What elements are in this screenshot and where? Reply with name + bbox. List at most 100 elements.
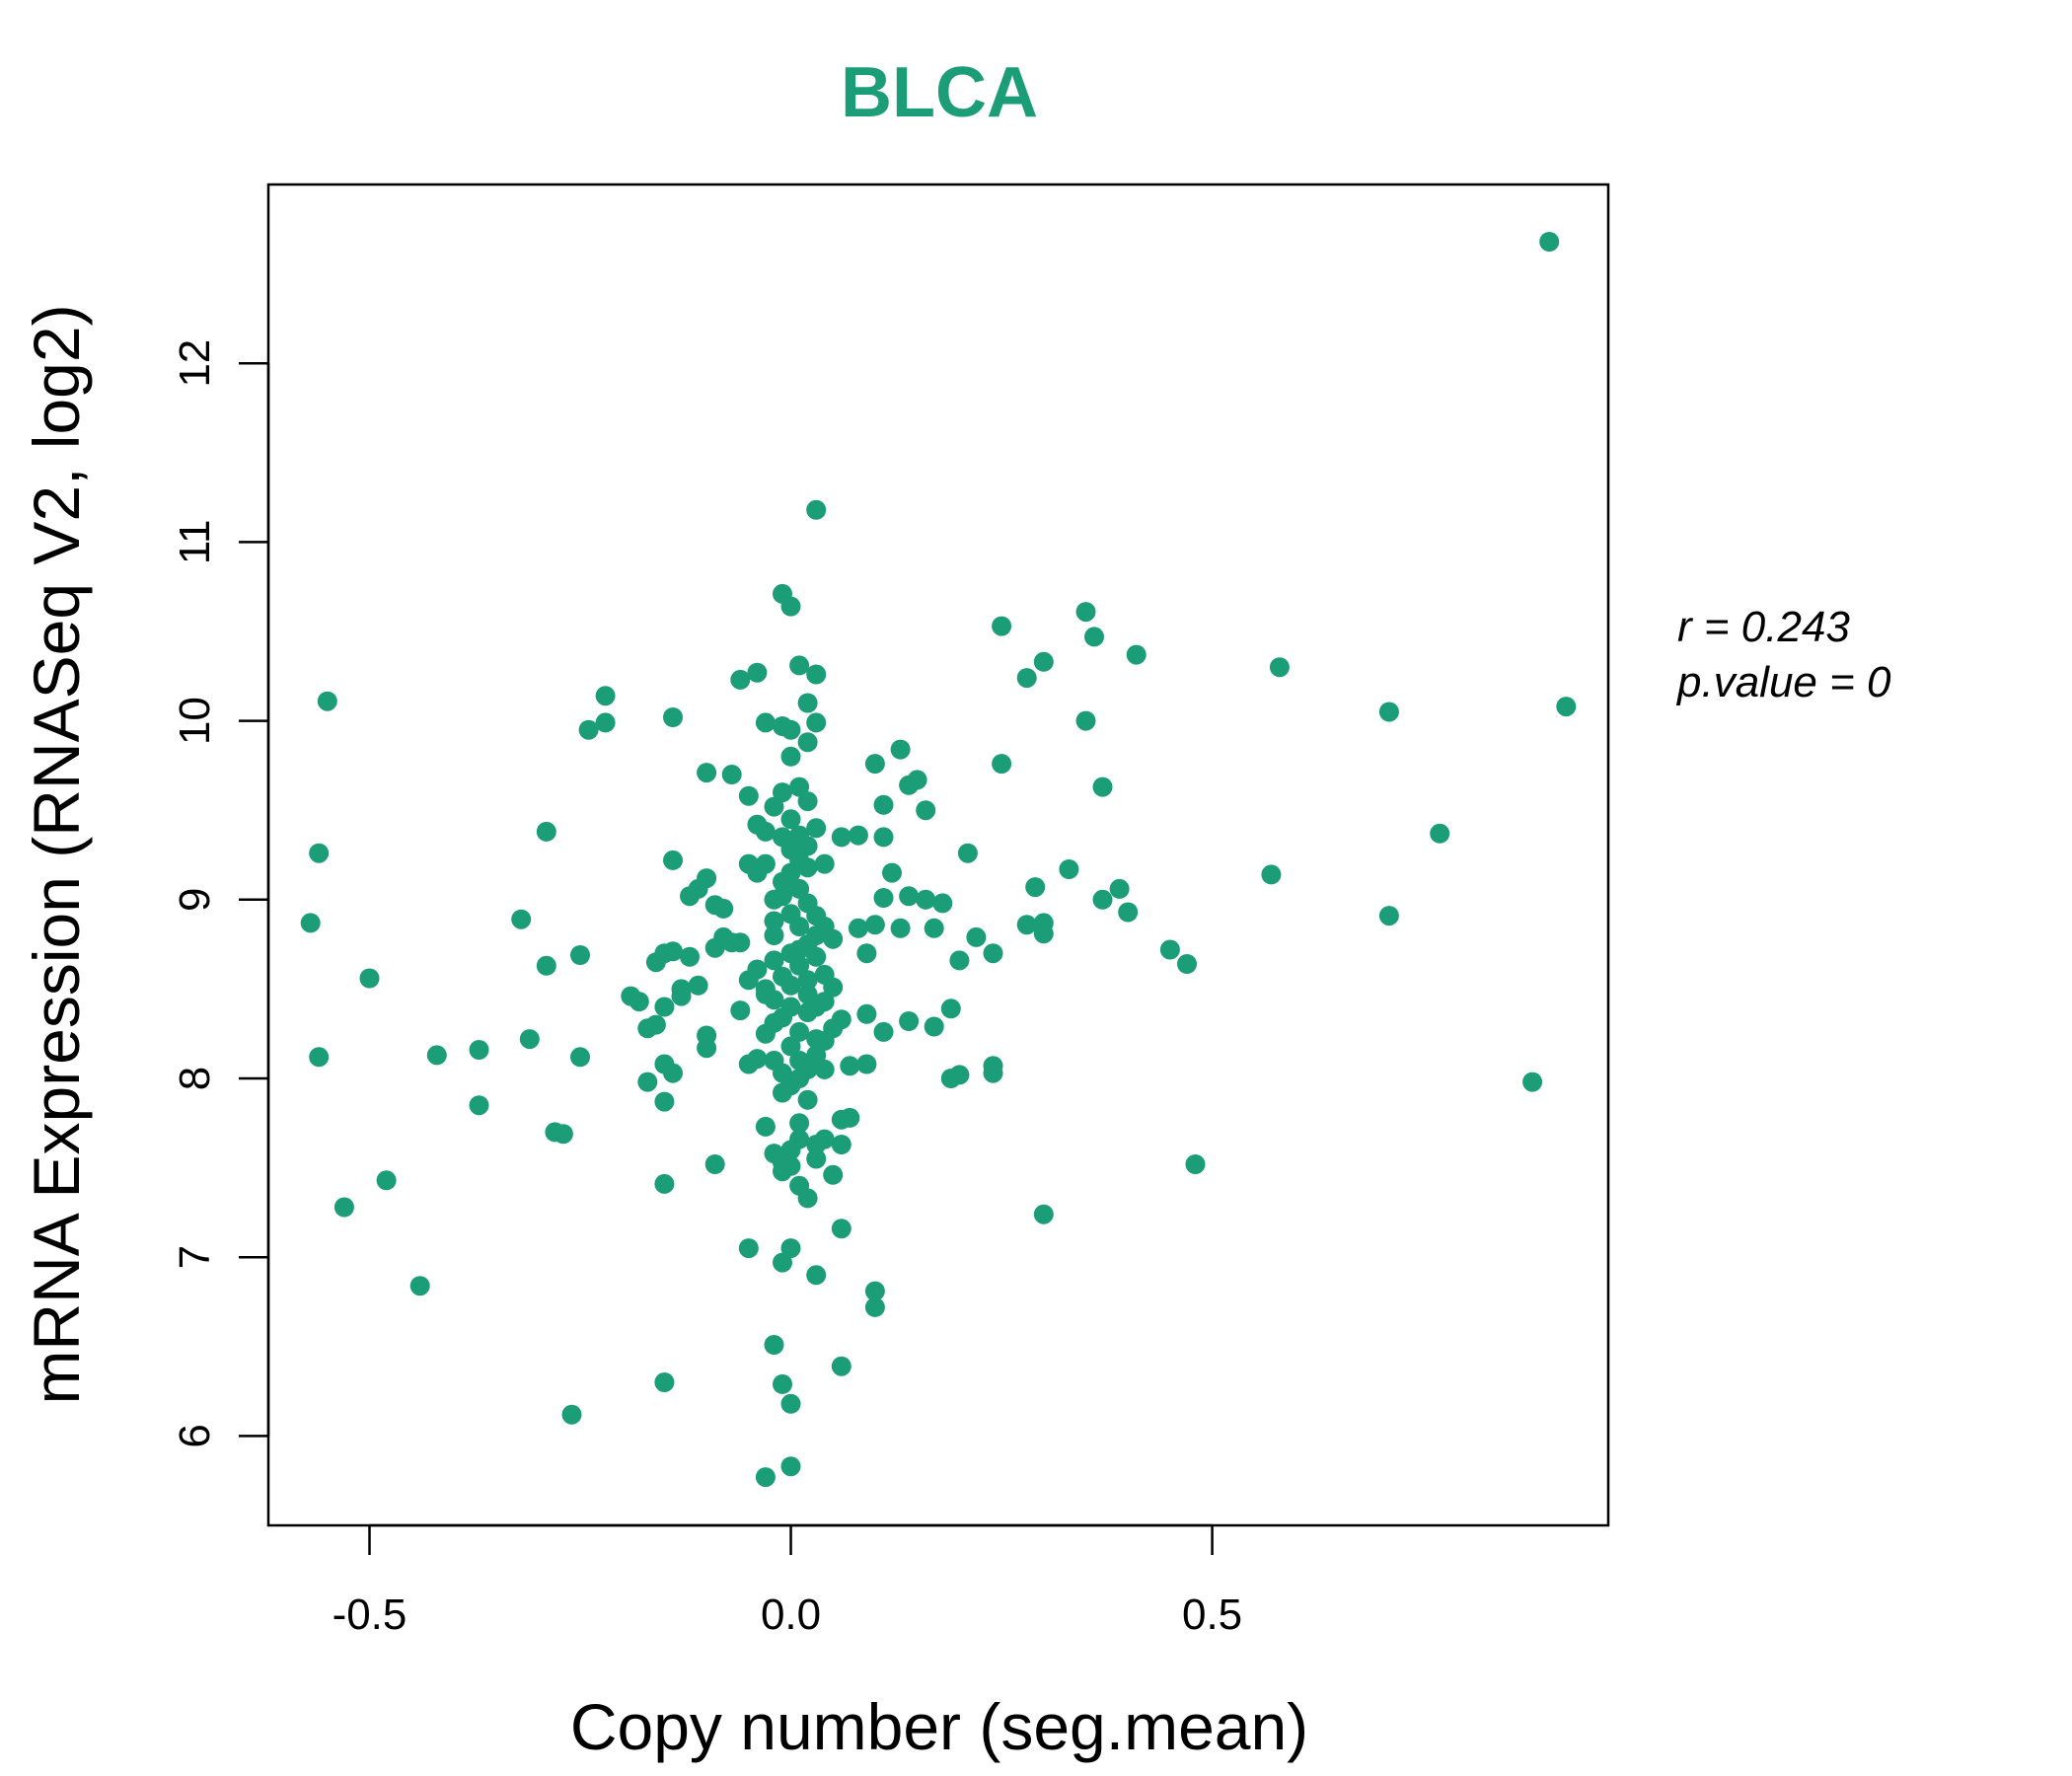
data-point [806, 664, 827, 685]
data-point [773, 1161, 792, 1182]
data-point [856, 1054, 877, 1074]
data-point [864, 1281, 885, 1301]
data-point [916, 889, 936, 910]
data-point [831, 1219, 851, 1239]
data-point [873, 1021, 894, 1042]
data-point [645, 1014, 666, 1035]
data-point [831, 1135, 851, 1154]
p-value-label: p.value = 0 [1675, 658, 1891, 706]
data-point [806, 499, 827, 520]
data-point [309, 843, 330, 863]
data-point [789, 1021, 810, 1042]
data-point [553, 1124, 573, 1145]
data-point [780, 719, 801, 740]
data-point [780, 1036, 801, 1057]
data-point [747, 1049, 768, 1070]
data-point [797, 791, 818, 812]
data-point [730, 932, 751, 953]
data-point [789, 850, 810, 870]
data-point [992, 616, 1012, 636]
data-point [873, 794, 894, 815]
data-point [755, 821, 776, 842]
data-point [1092, 889, 1113, 910]
data-point [780, 1238, 801, 1259]
data-point [1033, 651, 1054, 672]
data-point [789, 1050, 810, 1071]
data-point [697, 763, 717, 783]
data-point [536, 955, 556, 976]
data-point [697, 1038, 717, 1059]
data-point [1126, 644, 1147, 665]
x-axis: -0.5 0.0 0.5 [333, 1523, 1242, 1639]
y-axis-label: mRNA Expression (RNASeq V2, log2) [20, 304, 93, 1404]
data-point [899, 1011, 920, 1031]
data-point [789, 917, 810, 936]
data-point [932, 893, 953, 914]
data-point [789, 655, 810, 676]
data-point [873, 888, 894, 908]
data-point [856, 943, 877, 964]
data-point [595, 712, 616, 733]
data-point [864, 754, 885, 775]
y-tick-label: 8 [171, 1067, 219, 1090]
data-point [916, 800, 936, 821]
data-point [848, 918, 868, 938]
data-point [1177, 954, 1197, 974]
data-point [773, 1082, 792, 1103]
data-point [806, 1045, 827, 1066]
data-point [730, 669, 751, 690]
data-point [806, 712, 827, 733]
data-point [797, 732, 818, 753]
data-point [637, 1072, 658, 1092]
data-point [773, 1252, 792, 1273]
data-point [536, 821, 556, 842]
x-tick-label: -0.5 [333, 1591, 407, 1639]
data-point [663, 707, 683, 727]
data-point [1016, 915, 1037, 935]
data-point [764, 1144, 784, 1164]
data-point [764, 950, 784, 971]
data-point [595, 686, 616, 706]
data-point [621, 986, 641, 1006]
data-point [713, 926, 734, 947]
data-point [688, 878, 708, 899]
data-point [755, 712, 776, 733]
data-point [511, 909, 532, 929]
data-point [899, 886, 920, 907]
data-point [1109, 878, 1130, 899]
y-tick-label: 9 [171, 888, 219, 912]
data-point [780, 1393, 801, 1414]
data-point [654, 1372, 675, 1392]
data-point [814, 853, 835, 874]
data-point [806, 906, 827, 926]
data-point [570, 1047, 590, 1068]
data-point [1075, 710, 1096, 731]
data-point [1033, 1204, 1054, 1224]
data-point [848, 825, 868, 846]
data-point [797, 1002, 818, 1022]
data-point [519, 1029, 540, 1050]
x-tick-label: 0.5 [1182, 1591, 1242, 1639]
data-point [806, 1148, 827, 1169]
data-point [1539, 232, 1560, 252]
data-point [840, 1056, 860, 1076]
plot-frame [266, 183, 1610, 1527]
data-point [949, 950, 970, 971]
data-point [1016, 668, 1037, 689]
data-point [764, 911, 784, 931]
data-point [738, 785, 759, 806]
data-point [773, 871, 792, 892]
y-tick-label: 6 [171, 1424, 219, 1447]
data-point [688, 975, 708, 996]
data-point [469, 1040, 489, 1060]
points-layer [300, 232, 1577, 1488]
data-point [1378, 906, 1399, 926]
data-point [721, 765, 742, 784]
data-point [831, 1356, 851, 1376]
data-point [773, 1373, 792, 1394]
data-point [409, 1276, 430, 1296]
data-point [755, 984, 776, 1004]
data-point [738, 1238, 759, 1259]
y-tick-label: 10 [171, 697, 219, 745]
data-point [907, 770, 927, 790]
